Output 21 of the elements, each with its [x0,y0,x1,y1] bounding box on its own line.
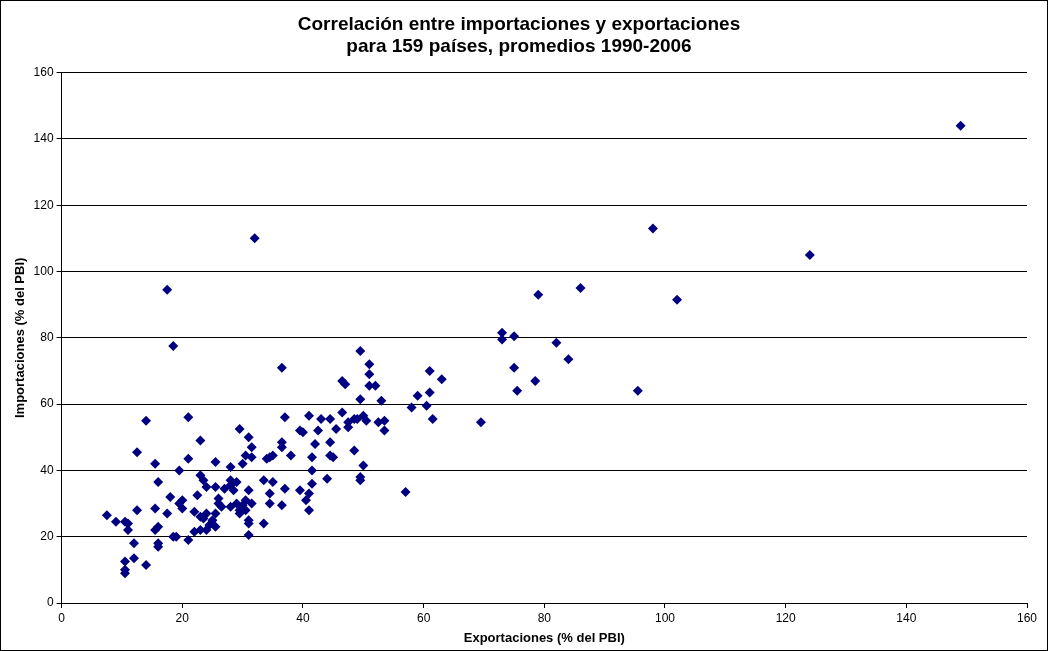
x-tick-label: 160 [1016,610,1038,625]
y-tick-label: 20 [40,529,54,544]
y-tick-label: 120 [33,197,54,212]
y-tick-label: 100 [33,263,54,278]
x-tick-label: 0 [58,610,66,625]
x-tick-label: 60 [416,610,431,625]
x-tick-label: 20 [175,610,190,625]
x-tick-label: 80 [537,610,552,625]
y-axis-title: Importaciones (% del PBI) [12,257,28,418]
y-tick-label: 0 [46,595,54,610]
x-tick-label: 100 [654,610,676,625]
y-tick-label: 80 [40,330,54,345]
y-tick-label: 40 [40,462,54,477]
y-tick-label: 140 [33,131,54,146]
x-tick-label: 120 [775,610,796,625]
x-tick-label: 40 [296,610,310,625]
y-tick-label: 60 [40,396,54,411]
x-tick-label: 140 [896,610,917,625]
x-axis-title: Exportaciones (% del PBI) [463,629,625,645]
y-tick-label: 160 [33,64,54,79]
chart-title: Correlación entre importaciones y exportaciones para 159 países, promedios 1990-2006 [297,12,741,57]
